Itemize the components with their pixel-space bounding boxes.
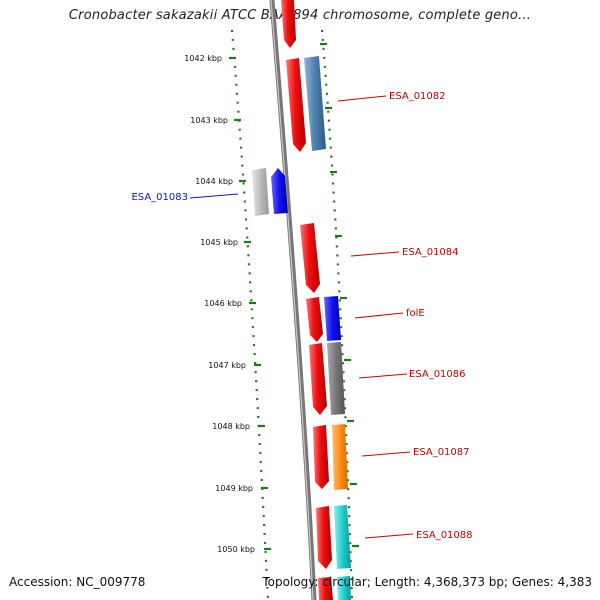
ruler-dotted-line-left: [230, 29, 270, 600]
ruler-ticks-right: [320, 42, 359, 548]
gene-arrow-esa-01084[interactable]: [300, 223, 320, 293]
gene-arrow-top-partial[interactable]: [281, 0, 296, 48]
topology-summary-text: Topology: circular; Length: 4,368,373 bp…: [262, 575, 592, 589]
gene-label-esa-01086[interactable]: ESA_01086: [409, 369, 466, 380]
gene-arrow-red-fole[interactable]: [306, 297, 323, 342]
gene-arrow-esa-01083[interactable]: [271, 168, 288, 214]
gene-label-esa-01083[interactable]: ESA_01083: [131, 192, 188, 203]
chromosome-backbone: [269, 0, 317, 600]
gene-arrow-red-esa-01086[interactable]: [309, 343, 327, 415]
gene-block-esa-01086[interactable]: [327, 342, 345, 415]
gene-arrow-red-1[interactable]: [286, 58, 306, 152]
gene-block-esa-01087[interactable]: [332, 424, 348, 490]
ruler-label-1049: 1049 kbp: [215, 484, 253, 493]
ruler-dotted-line-right: [320, 29, 354, 600]
gene-label-esa-01088[interactable]: ESA_01088: [416, 530, 473, 541]
gene-block-esa-01088[interactable]: [334, 505, 351, 569]
ruler-label-1046: 1046 kbp: [204, 299, 242, 308]
ruler-label-1048: 1048 kbp: [212, 422, 250, 431]
gene-arrow-red-esa-01088[interactable]: [316, 506, 332, 569]
ruler-label-1050: 1050 kbp: [217, 545, 255, 554]
ruler-label-1042: 1042 kbp: [184, 54, 222, 63]
gene-block-fole[interactable]: [324, 296, 341, 341]
gene-label-connectors: [189, 95, 414, 539]
gene-label-fole[interactable]: folE: [406, 308, 425, 319]
ruler-label-1043: 1043 kbp: [190, 116, 228, 125]
gene-label-esa-01087[interactable]: ESA_01087: [413, 447, 470, 458]
ruler-label-1044: 1044 kbp: [195, 177, 233, 186]
gene-label-esa-01082[interactable]: ESA_01082: [389, 91, 446, 102]
ruler-label-1045: 1045 kbp: [200, 238, 238, 247]
gene-block-esa-01082[interactable]: [304, 56, 326, 151]
gene-block-cyan-bottom[interactable]: [337, 576, 351, 600]
ruler-label-1047: 1047 kbp: [208, 361, 246, 370]
gene-arrow-red-esa-01087[interactable]: [313, 425, 329, 489]
map-title: Cronobacter sakazakii ATCC BAA-894 chrom…: [68, 8, 532, 23]
accession-text: Accession: NC_009778: [9, 575, 146, 589]
gene-label-esa-01084[interactable]: ESA_01084: [402, 247, 459, 258]
ruler-ticks-left: [229, 56, 271, 551]
gene-arrow-red-bottom[interactable]: [318, 577, 333, 600]
gene-block-gray-reverse[interactable]: [252, 168, 269, 216]
